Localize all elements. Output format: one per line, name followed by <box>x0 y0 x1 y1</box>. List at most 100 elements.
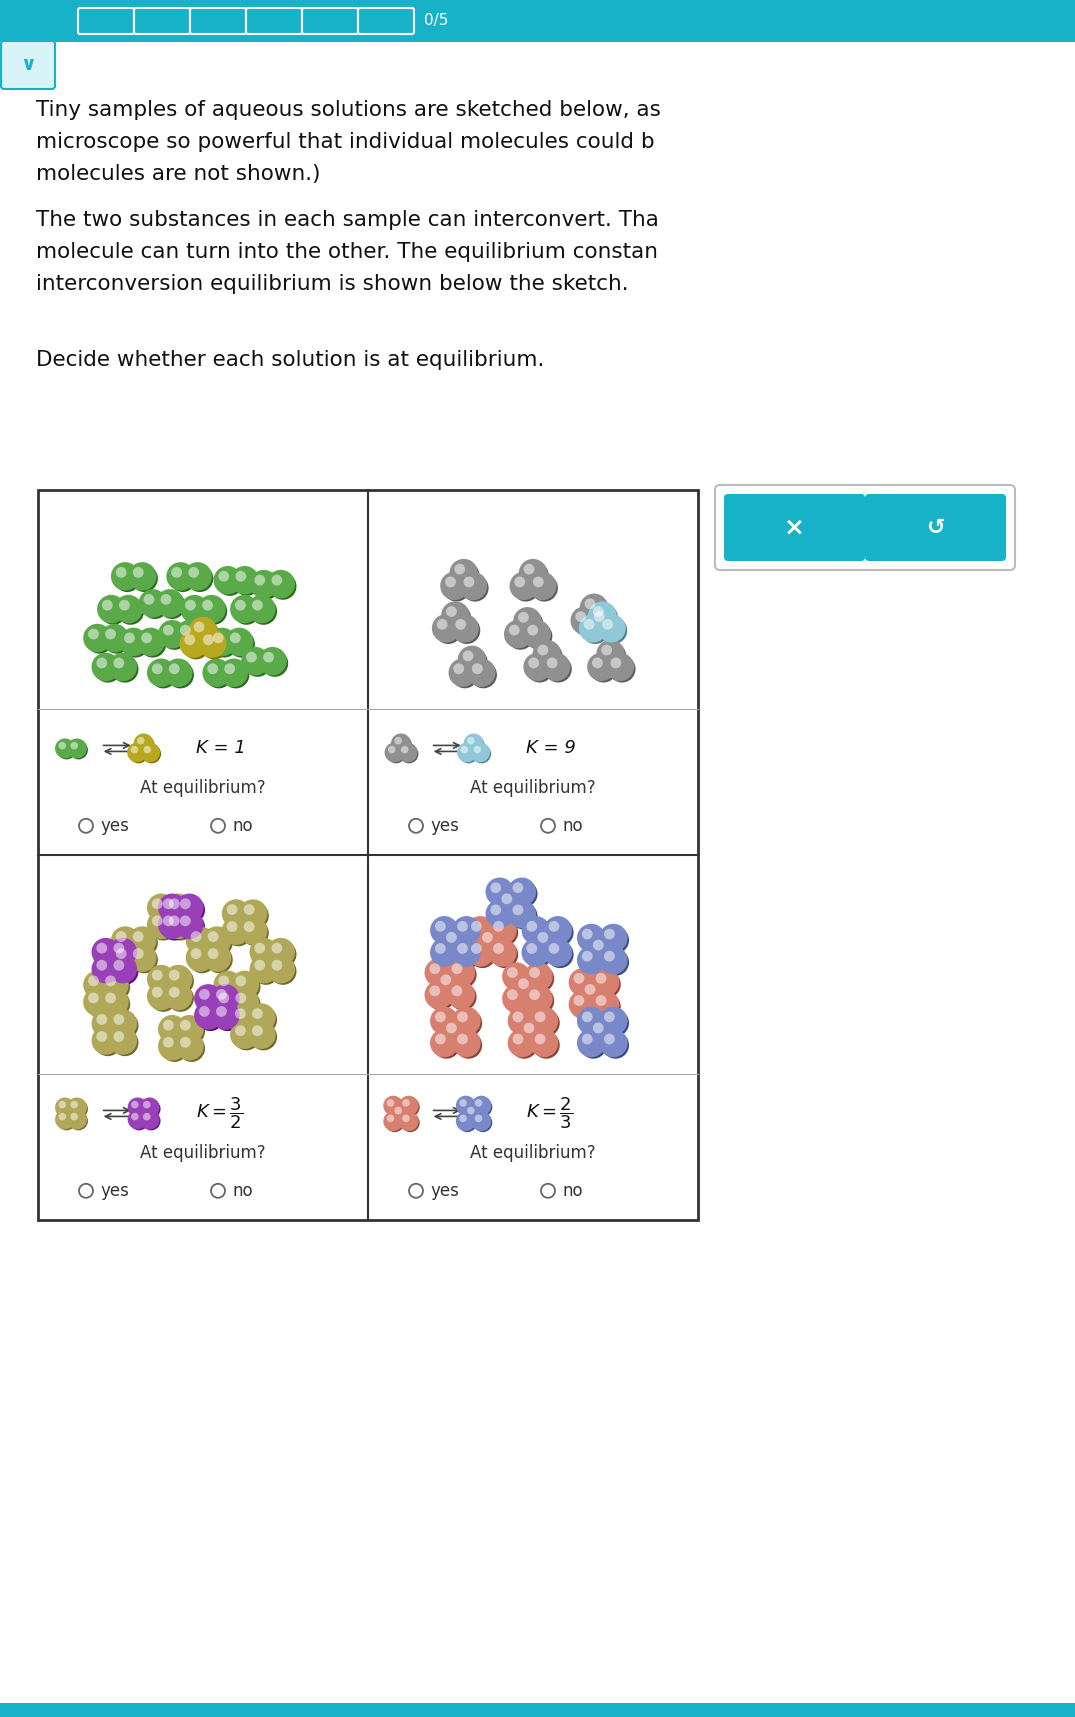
Text: 0/5: 0/5 <box>424 14 448 29</box>
Circle shape <box>535 642 562 670</box>
Circle shape <box>130 745 138 754</box>
Circle shape <box>114 658 125 668</box>
Circle shape <box>605 652 634 682</box>
Circle shape <box>137 737 145 745</box>
Circle shape <box>180 625 190 635</box>
Circle shape <box>105 975 116 986</box>
Circle shape <box>439 972 465 999</box>
Circle shape <box>131 565 158 592</box>
Circle shape <box>462 651 473 661</box>
Circle shape <box>255 960 266 970</box>
Circle shape <box>502 962 531 991</box>
Bar <box>0 1703 1075 1717</box>
Circle shape <box>599 946 628 974</box>
Circle shape <box>531 575 558 601</box>
FancyBboxPatch shape <box>865 494 1006 561</box>
Circle shape <box>463 733 484 754</box>
Circle shape <box>180 915 190 925</box>
Circle shape <box>599 642 627 670</box>
Circle shape <box>459 572 487 601</box>
Circle shape <box>267 937 295 967</box>
Circle shape <box>506 623 534 649</box>
Circle shape <box>252 599 263 611</box>
Circle shape <box>399 1095 419 1116</box>
Circle shape <box>528 572 557 601</box>
Circle shape <box>482 932 492 943</box>
Text: ↺: ↺ <box>927 517 945 537</box>
Circle shape <box>518 611 529 623</box>
Circle shape <box>574 996 585 1006</box>
Circle shape <box>524 652 551 682</box>
Circle shape <box>127 742 147 762</box>
Circle shape <box>230 987 259 1016</box>
Circle shape <box>111 561 140 591</box>
Circle shape <box>440 572 469 601</box>
Circle shape <box>463 1104 484 1123</box>
Circle shape <box>441 974 452 986</box>
Circle shape <box>242 901 269 929</box>
Circle shape <box>602 1010 629 1037</box>
Circle shape <box>584 618 594 630</box>
Circle shape <box>255 943 266 953</box>
Circle shape <box>178 623 205 649</box>
Circle shape <box>399 1111 419 1132</box>
Circle shape <box>58 1101 66 1109</box>
Circle shape <box>459 1099 467 1107</box>
Circle shape <box>471 1111 491 1132</box>
Circle shape <box>441 601 470 630</box>
Circle shape <box>270 573 297 599</box>
Circle shape <box>393 735 412 754</box>
Circle shape <box>111 925 140 955</box>
Circle shape <box>490 883 501 893</box>
Circle shape <box>88 975 99 986</box>
Circle shape <box>473 745 482 754</box>
Circle shape <box>435 1034 446 1044</box>
Circle shape <box>141 632 152 644</box>
Circle shape <box>430 917 459 944</box>
Circle shape <box>502 984 531 1013</box>
Circle shape <box>544 917 572 944</box>
Circle shape <box>67 738 87 759</box>
Circle shape <box>230 1003 259 1032</box>
Circle shape <box>458 1097 477 1116</box>
Circle shape <box>128 1097 147 1118</box>
Circle shape <box>202 659 231 687</box>
Circle shape <box>161 913 188 941</box>
Circle shape <box>524 563 534 575</box>
Circle shape <box>186 925 214 955</box>
Circle shape <box>541 819 555 833</box>
Circle shape <box>493 943 504 955</box>
Circle shape <box>133 931 144 943</box>
Circle shape <box>593 1023 604 1034</box>
Circle shape <box>455 941 482 968</box>
Circle shape <box>471 1095 491 1116</box>
Circle shape <box>216 1006 227 1016</box>
Circle shape <box>604 929 615 939</box>
Circle shape <box>249 570 278 598</box>
Circle shape <box>477 927 505 956</box>
Circle shape <box>67 1097 87 1118</box>
Circle shape <box>164 982 192 1010</box>
Circle shape <box>225 901 252 929</box>
Circle shape <box>169 663 180 675</box>
Circle shape <box>505 987 532 1015</box>
Text: At equilibrium?: At equilibrium? <box>470 1144 596 1162</box>
Circle shape <box>114 565 141 592</box>
Circle shape <box>119 628 147 656</box>
Circle shape <box>471 943 482 955</box>
Circle shape <box>533 1032 560 1059</box>
Circle shape <box>163 1020 174 1030</box>
Circle shape <box>199 989 210 999</box>
Circle shape <box>161 1035 188 1061</box>
Circle shape <box>457 742 477 762</box>
Circle shape <box>230 567 259 594</box>
Circle shape <box>147 965 175 994</box>
Circle shape <box>211 630 238 658</box>
Circle shape <box>600 616 627 644</box>
Circle shape <box>175 893 203 922</box>
Circle shape <box>169 970 180 980</box>
Circle shape <box>156 589 184 618</box>
Circle shape <box>203 634 214 646</box>
Circle shape <box>541 1183 555 1198</box>
Circle shape <box>436 618 447 630</box>
